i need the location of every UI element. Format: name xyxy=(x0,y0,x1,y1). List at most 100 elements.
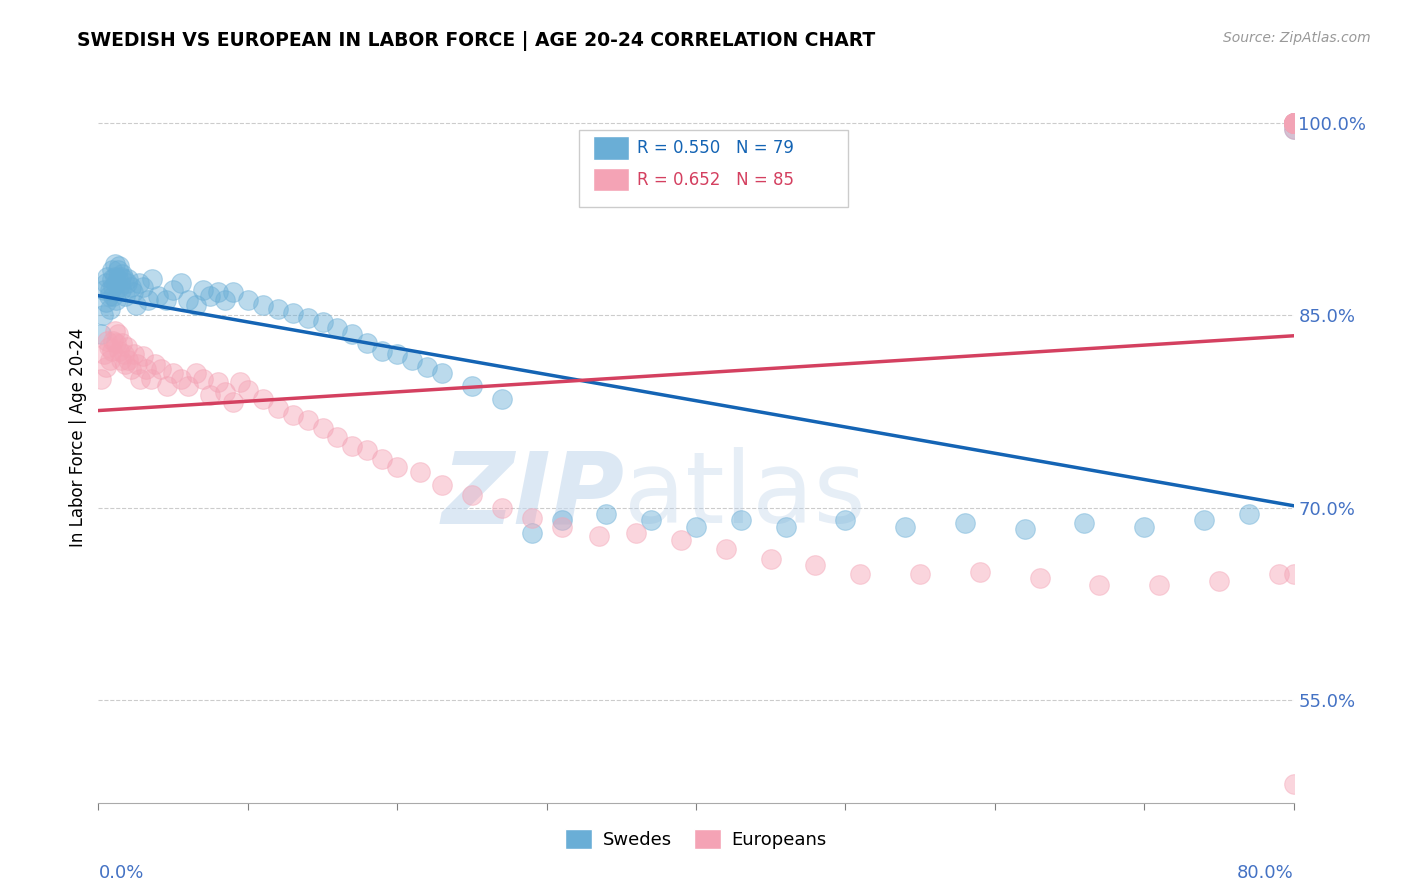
Point xyxy=(1282,116,1305,130)
Point xyxy=(430,366,453,380)
Point xyxy=(626,526,648,541)
Point xyxy=(1237,507,1260,521)
Point xyxy=(461,378,484,392)
Point xyxy=(588,529,610,543)
Point xyxy=(96,269,118,284)
Point xyxy=(150,362,173,376)
Point xyxy=(156,378,179,392)
Point xyxy=(148,289,170,303)
Point xyxy=(1282,116,1305,130)
Point xyxy=(894,520,917,534)
Point xyxy=(110,353,132,368)
Point xyxy=(107,327,129,342)
Point xyxy=(730,514,752,528)
Point xyxy=(281,409,304,423)
Point xyxy=(111,267,134,281)
Point xyxy=(214,385,236,400)
Point xyxy=(107,272,129,286)
Point xyxy=(103,280,125,294)
Point xyxy=(200,388,222,402)
FancyBboxPatch shape xyxy=(579,130,848,207)
Point xyxy=(371,344,394,359)
Point xyxy=(297,413,319,427)
Point xyxy=(98,283,122,297)
Point xyxy=(491,500,513,515)
FancyBboxPatch shape xyxy=(593,168,628,191)
Point xyxy=(1282,116,1305,130)
Point xyxy=(759,552,782,566)
Point xyxy=(139,372,162,386)
FancyBboxPatch shape xyxy=(593,136,628,160)
Point xyxy=(267,301,290,316)
Point xyxy=(98,301,122,316)
Point xyxy=(252,298,274,312)
Point xyxy=(129,372,152,386)
Point xyxy=(491,392,513,406)
Point xyxy=(93,346,115,360)
Point xyxy=(155,293,177,307)
Point xyxy=(94,276,117,290)
Point xyxy=(184,298,207,312)
Point xyxy=(108,260,131,274)
Point xyxy=(1282,116,1305,130)
Point xyxy=(222,395,245,409)
Text: atlas: atlas xyxy=(624,447,866,544)
Text: 80.0%: 80.0% xyxy=(1237,864,1294,882)
Point xyxy=(107,263,129,277)
Point xyxy=(222,285,245,299)
Text: Source: ZipAtlas.com: Source: ZipAtlas.com xyxy=(1223,31,1371,45)
Point xyxy=(371,451,394,466)
Point xyxy=(104,257,127,271)
Text: R = 0.652   N = 85: R = 0.652 N = 85 xyxy=(637,170,794,188)
Point xyxy=(775,520,797,534)
Point xyxy=(1282,122,1305,136)
Point xyxy=(108,344,131,359)
Point xyxy=(1282,116,1305,130)
Point xyxy=(297,310,319,325)
Point xyxy=(595,507,617,521)
Point xyxy=(110,269,132,284)
Point xyxy=(214,293,236,307)
Point xyxy=(714,541,737,556)
Point xyxy=(184,366,207,380)
Point xyxy=(385,459,409,474)
Point xyxy=(94,359,117,374)
Point xyxy=(125,298,148,312)
Point xyxy=(1147,577,1170,591)
Point xyxy=(326,321,349,335)
Point xyxy=(93,283,115,297)
Point xyxy=(143,357,166,371)
Point xyxy=(326,430,349,444)
Point xyxy=(281,305,304,319)
Point xyxy=(94,295,117,310)
Point xyxy=(1192,514,1215,528)
Point xyxy=(120,362,142,376)
Point xyxy=(112,346,135,360)
Point xyxy=(110,283,132,297)
Point xyxy=(1208,574,1230,588)
Point xyxy=(105,293,128,307)
Point xyxy=(104,269,127,284)
Point xyxy=(356,336,378,351)
Legend: Swedes, Europeans: Swedes, Europeans xyxy=(558,822,834,856)
Point xyxy=(103,289,125,303)
Point xyxy=(342,439,364,453)
Point xyxy=(1073,516,1095,530)
Point xyxy=(117,272,139,286)
Point xyxy=(97,340,120,354)
Point xyxy=(191,372,214,386)
Point xyxy=(1282,116,1305,130)
Point xyxy=(1282,116,1305,130)
Point xyxy=(207,285,229,299)
Point xyxy=(236,293,259,307)
Text: R = 0.550   N = 79: R = 0.550 N = 79 xyxy=(637,139,794,157)
Point xyxy=(1282,567,1305,582)
Point xyxy=(252,392,274,406)
Point xyxy=(207,375,229,389)
Point xyxy=(1282,116,1305,130)
Point xyxy=(162,366,184,380)
Point xyxy=(108,280,131,294)
Point xyxy=(1282,776,1305,790)
Point xyxy=(311,421,333,435)
Point xyxy=(550,520,572,534)
